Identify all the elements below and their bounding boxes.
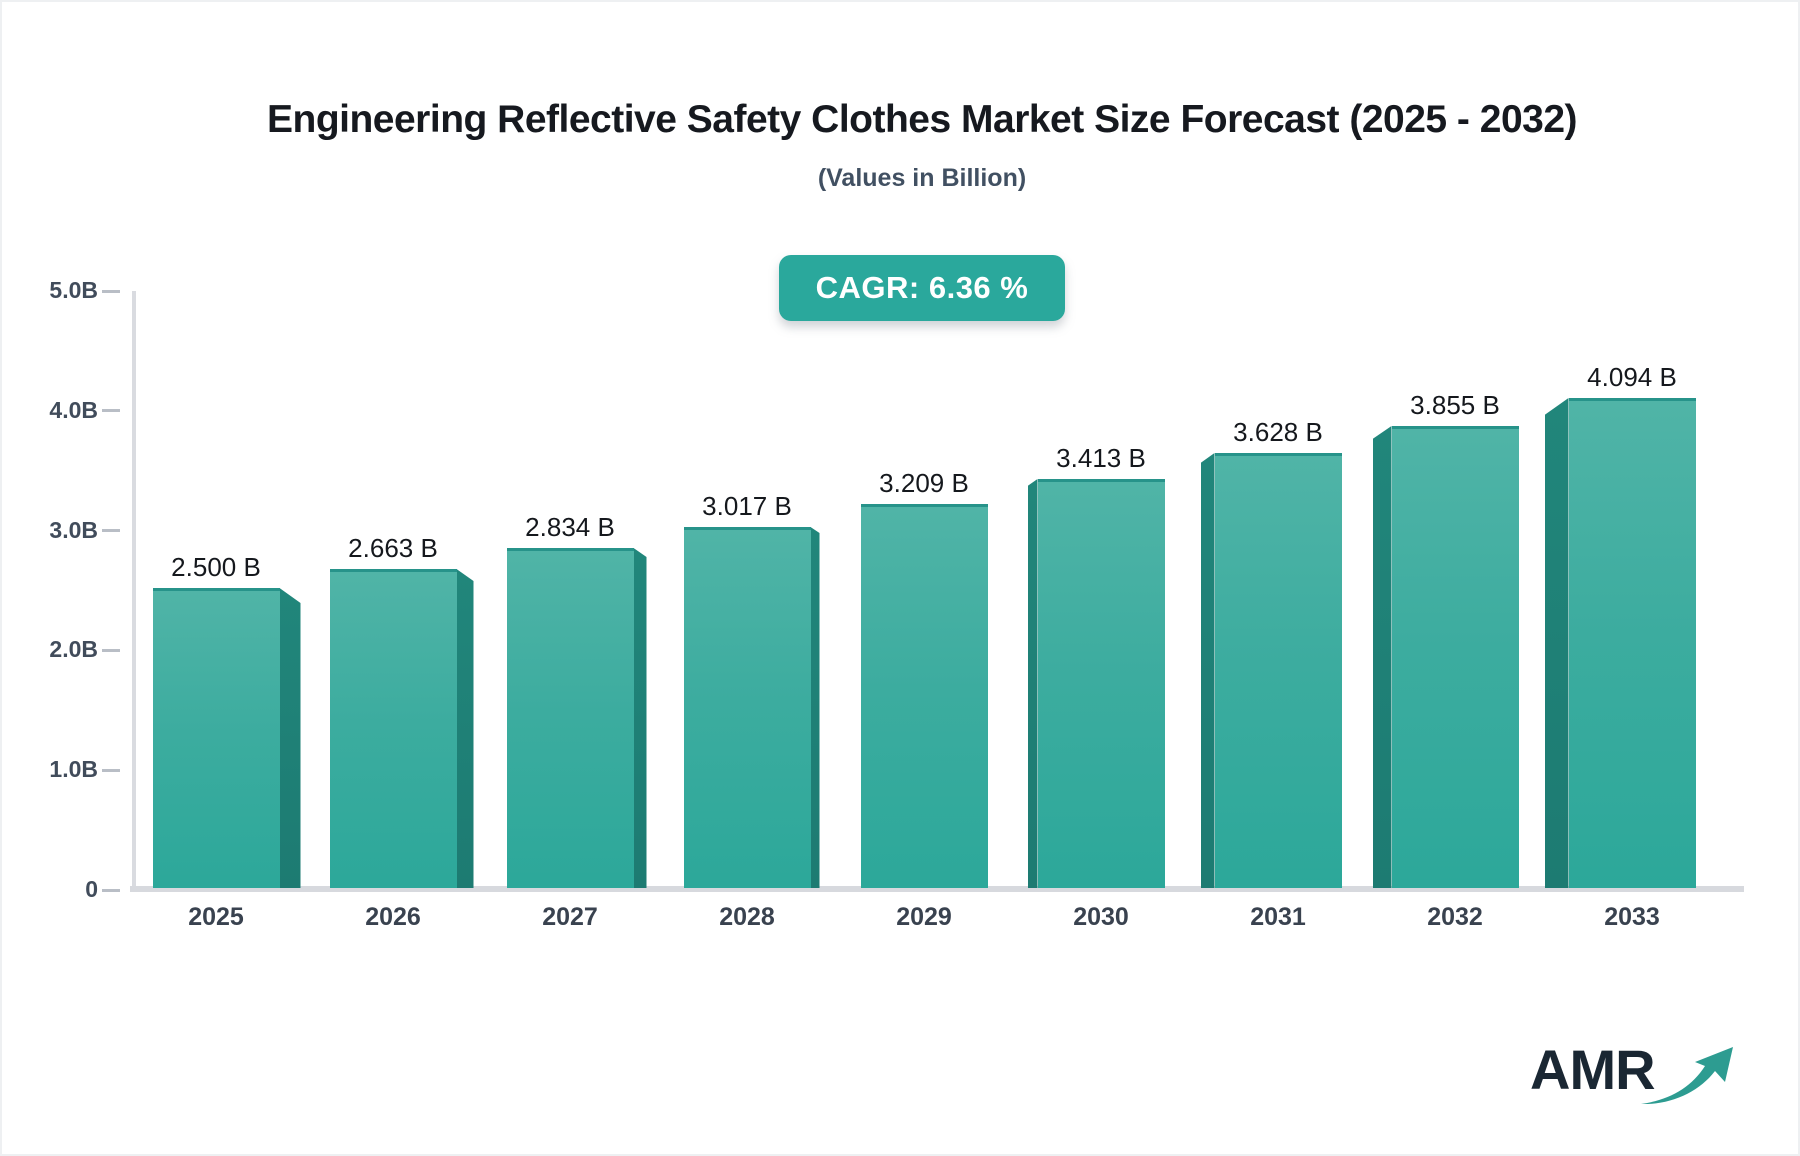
- x-axis-label: 2028: [719, 903, 775, 931]
- bar-side-face: [1372, 426, 1392, 888]
- bar-front-face: [329, 569, 457, 888]
- bar-front-face: [1391, 426, 1519, 888]
- bar-group-2026: [329, 569, 474, 888]
- y-axis-tick: [102, 529, 120, 533]
- x-axis-label: 2033: [1604, 903, 1660, 931]
- bar-group-2027: [506, 548, 647, 888]
- y-axis-tick: [102, 289, 120, 293]
- bar-front-face: [1214, 453, 1342, 888]
- bar-value-label: 3.413 B: [1056, 443, 1146, 473]
- y-axis-label: 4.0B: [49, 396, 98, 423]
- y-axis-line: [132, 291, 136, 890]
- y-axis-label: 1.0B: [49, 756, 98, 783]
- bar-front-face: [683, 527, 811, 888]
- x-axis-label: 2027: [542, 903, 598, 931]
- brand-logo: AMR: [1530, 1042, 1739, 1110]
- bar-group-2033: [1544, 398, 1696, 888]
- bar-value-label: 3.628 B: [1233, 417, 1323, 447]
- bar-value-label: 3.209 B: [879, 468, 969, 498]
- bar-value-label: 3.855 B: [1410, 390, 1500, 420]
- y-axis-tick: [102, 888, 120, 892]
- bar-group-2032: [1372, 426, 1519, 888]
- bar-side-face: [1200, 453, 1215, 888]
- x-axis-label: 2029: [896, 903, 952, 931]
- bar-group-2028: [683, 527, 820, 888]
- chart-subtitle: (Values in Billion): [817, 164, 1027, 192]
- bar-front-face: [1568, 398, 1696, 888]
- bar-side-face: [1544, 398, 1569, 888]
- bar-value-label: 2.500 B: [171, 552, 261, 582]
- x-axis-label: 2026: [365, 903, 421, 931]
- x-axis-label: 2030: [1073, 903, 1129, 931]
- y-axis-label: 5.0B: [49, 277, 98, 303]
- y-axis-label: 2.0B: [49, 636, 98, 663]
- bar-group-2029: [860, 504, 988, 888]
- bar-front-face: [152, 588, 280, 888]
- bar-side-face: [810, 527, 820, 888]
- trend-up-arrow-icon: [1640, 1047, 1733, 1105]
- bar-side-face: [456, 569, 474, 888]
- bar-front-face: [860, 504, 988, 888]
- x-axis-label: 2025: [188, 903, 244, 931]
- cagr-badge-row: CAGR: 6.36 %: [42, 255, 1798, 321]
- x-axis-label: 2032: [1427, 903, 1483, 931]
- bar-group-2025: [152, 588, 301, 888]
- x-axis-label: 2031: [1250, 903, 1306, 931]
- y-axis-tick: [102, 768, 120, 772]
- y-axis-label: 0: [85, 876, 98, 902]
- bar-value-label: 4.094 B: [1587, 362, 1677, 392]
- bar-value-label: 3.017 B: [702, 491, 792, 521]
- cagr-badge: CAGR: 6.36 %: [778, 255, 1066, 321]
- bar-front-face: [1037, 479, 1165, 888]
- chart-title: Engineering Reflective Safety Clothes Ma…: [266, 98, 1578, 141]
- bar-value-label: 2.663 B: [348, 533, 438, 563]
- bar-side-face: [633, 548, 647, 888]
- bar-group-2030: [1027, 479, 1165, 888]
- bar-group-2031: [1200, 453, 1342, 888]
- x-axis-baseline: [130, 886, 1744, 892]
- brand-logo-text: AMR: [1530, 1038, 1656, 1101]
- y-axis-label: 3.0B: [49, 516, 98, 543]
- bar-value-label: 2.834 B: [525, 512, 615, 542]
- bar-front-face: [506, 548, 634, 888]
- y-axis-tick: [102, 648, 120, 652]
- bar-side-face: [279, 588, 301, 888]
- bar-side-face: [1027, 479, 1038, 888]
- y-axis-tick: [102, 409, 120, 413]
